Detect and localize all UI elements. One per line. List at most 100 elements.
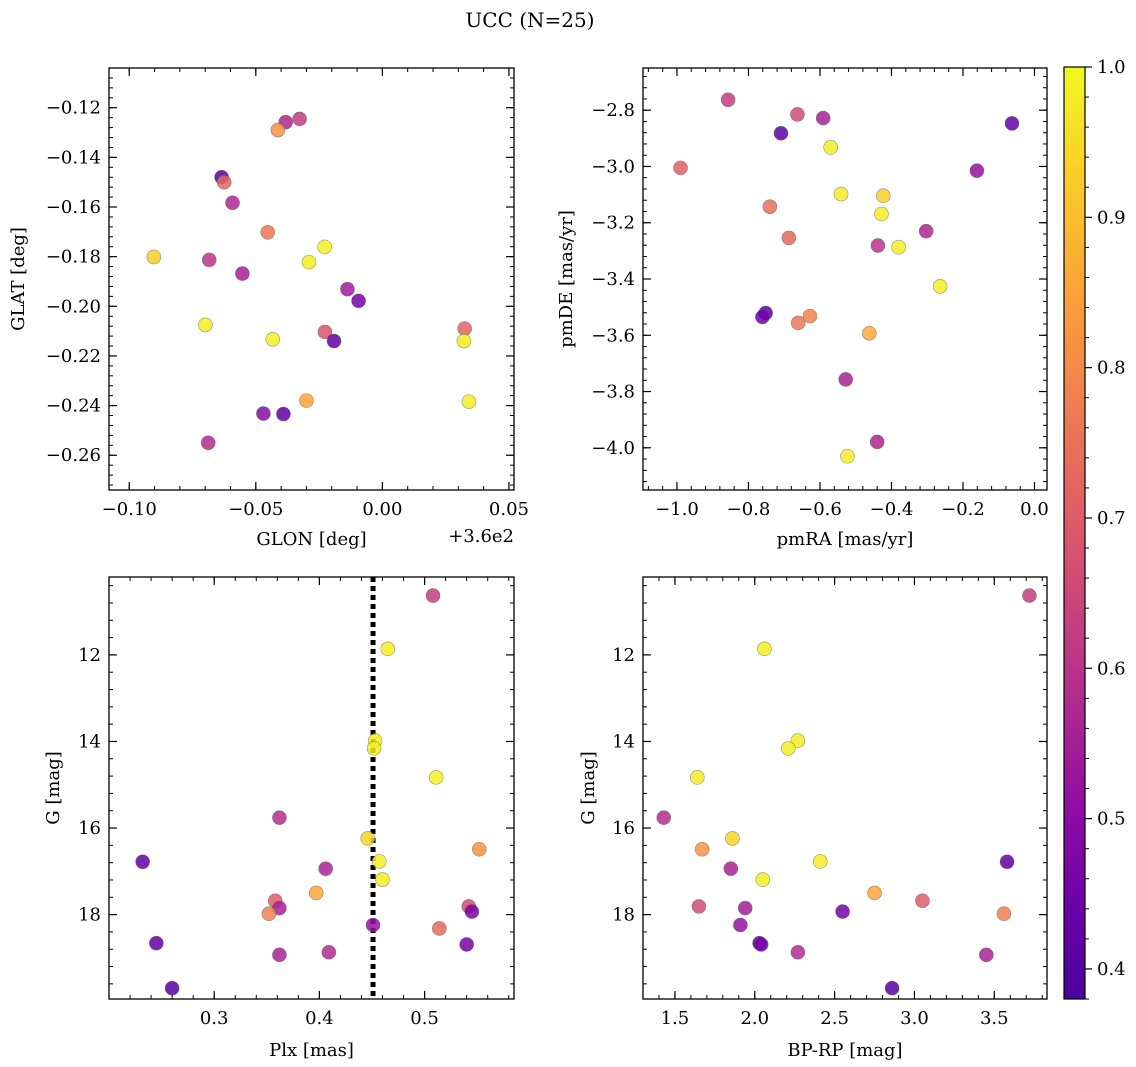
colorbar-tick-label: 0.5 [1097,809,1126,830]
data-point [691,899,707,914]
data-point [256,406,271,421]
plot-frame [642,67,1048,491]
data-point [838,372,854,387]
data-point [471,841,487,857]
data-point [456,333,472,349]
colorbar-tick-label: 0.8 [1097,358,1126,379]
data-point [835,904,850,919]
data-point [673,160,688,176]
data-point [459,937,474,952]
data-point [380,641,396,657]
data-point [815,110,831,126]
data-point [351,293,366,309]
y-tick-label: 18 [78,905,101,926]
data-point [757,641,772,657]
data-point [270,122,286,138]
data-point [308,885,324,901]
data-point [317,239,332,255]
y-tick-label: −0.14 [46,147,101,168]
data-point [425,588,441,603]
data-point [867,885,882,901]
x-tick-label: 0.0 [1020,499,1049,520]
data-point [201,252,217,268]
y-axis-label: G [mag] [43,751,64,824]
data-point [432,921,447,936]
x-axis-label: GLON [deg] [256,529,366,550]
colorbar-tick-label: 0.6 [1097,658,1126,679]
data-point [317,324,333,340]
y-axis-label: G [mag] [578,751,599,824]
x-tick-label: 3.0 [900,1008,929,1029]
colorbar-tick-label: 0.7 [1097,508,1126,529]
x-tick-label: −1.0 [655,499,699,520]
x-offset-text: +3.6e2 [448,526,514,547]
panel-pmra-pmde: −1.0 −0.8 −0.6 −0.4 −0.2 0.0 −4.0 −3.8 −3.6 −3.4 −… [556,67,1049,550]
data-point [272,810,287,825]
y-tick-label: −3.8 [591,382,635,403]
data-point [755,309,770,325]
x-tick-label: 0.00 [362,499,402,520]
plot-frame [642,576,1048,1000]
data-point [656,810,672,825]
x-tick-label: 2.5 [820,1008,849,1029]
data-point [723,861,739,877]
data-point [823,140,838,155]
colorbar-tick-label: 1.0 [1097,57,1126,78]
data-point [301,254,317,270]
data-point [146,249,162,265]
data-point [999,854,1015,870]
y-tick-label: −0.24 [46,396,101,417]
data-point [833,186,849,202]
x-tick-label: −0.8 [727,499,771,520]
data-point [840,448,855,464]
data-point [932,279,948,294]
data-point [689,770,705,785]
panel-plx-g: 0.3 0.4 0.5 12 14 16 18 Plx [mas] G [mag] [43,576,515,1061]
data-point [198,317,213,333]
data-point [790,107,805,122]
y-tick-label: −3.0 [591,156,635,177]
data-point [216,174,232,190]
colorbar-tick-label: 0.9 [1097,207,1126,228]
y-tick-label: 14 [78,731,101,752]
y-tick-label: −3.6 [591,325,635,346]
data-point [1022,588,1037,603]
data-point [372,854,387,869]
y-tick-label: −0.18 [46,247,101,268]
data-point [737,900,753,916]
y-tick-label: 16 [78,818,101,839]
data-point [979,947,994,963]
data-point [773,125,789,141]
data-point [457,321,472,336]
data-point [365,917,381,933]
data-point [225,195,240,211]
data-point [265,332,281,347]
panel-glon-glat: −0.10 −0.05 0.00 0.05 −0.26 −0.24 −0.22 −0.20 −0… [8,67,529,550]
y-tick-label: −0.20 [46,296,101,317]
data-point [299,393,314,408]
data-point [781,741,796,756]
y-tick-label: 16 [612,818,635,839]
data-point [781,230,797,246]
x-tick-label: 0.5 [410,1008,439,1029]
data-point [360,831,376,846]
y-tick-label: −0.16 [46,197,101,218]
y-tick-label: 12 [78,645,101,666]
data-point [725,831,740,846]
y-axis-label: GLAT [deg] [8,227,29,331]
data-point [753,937,769,952]
data-point [802,308,818,324]
x-tick-label: 1.5 [661,1008,690,1029]
data-point [200,435,216,451]
plot-frame [108,67,515,491]
x-tick-label: −0.2 [941,499,985,520]
colorbar-tick-label: 0.4 [1097,959,1126,980]
data-point [720,92,736,108]
y-tick-label: −0.22 [46,346,101,367]
data-point [326,333,342,349]
data-point [790,315,806,331]
data-point [461,394,477,409]
y-tick-label: 12 [612,645,635,666]
data-point [276,406,291,422]
